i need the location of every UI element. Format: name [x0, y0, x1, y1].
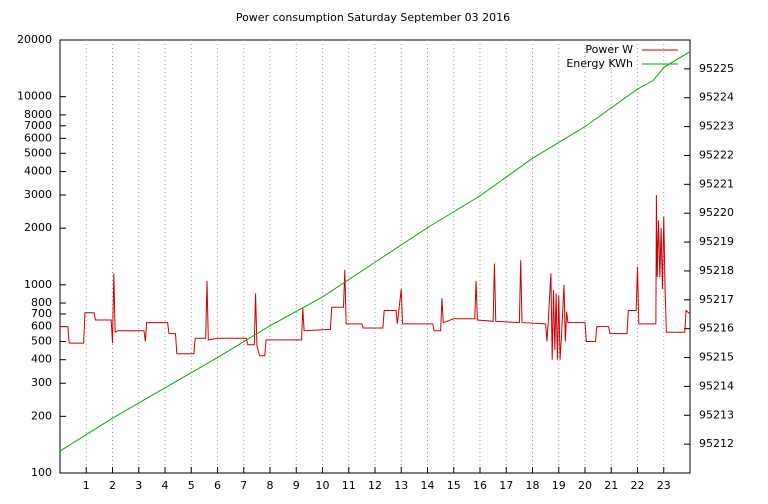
- x-tick-label: 4: [162, 479, 169, 492]
- x-tick-label: 15: [447, 479, 461, 492]
- y-tick-label: 600: [31, 320, 52, 333]
- y-tick-label: 10000: [17, 90, 52, 103]
- y-tick-label: 200: [31, 409, 52, 422]
- y-tick-label: 100: [31, 466, 52, 479]
- y-tick-label: 5000: [24, 146, 52, 159]
- x-tick-label: 20: [578, 479, 592, 492]
- y2-tick-label: 95224: [699, 91, 734, 104]
- y-tick-label: 4000: [24, 165, 52, 178]
- x-tick-label: 19: [552, 479, 566, 492]
- y-tick-label: 500: [31, 334, 52, 347]
- y-tick-label: 6000: [24, 131, 52, 144]
- x-tick-label: 11: [342, 479, 356, 492]
- x-tick-label: 14: [421, 479, 435, 492]
- y-tick-label: 20000: [17, 33, 52, 46]
- x-tick-label: 17: [499, 479, 513, 492]
- legend-label: Energy KWh: [566, 57, 633, 70]
- y2-tick-label: 95225: [699, 62, 734, 75]
- series-line: [60, 195, 691, 360]
- y2-tick-label: 95213: [699, 408, 734, 421]
- x-tick-label: 9: [293, 479, 300, 492]
- y2-tick-label: 95220: [699, 206, 734, 219]
- x-tick-label: 3: [135, 479, 142, 492]
- y2-tick-label: 95214: [699, 379, 734, 392]
- x-tick-label: 12: [368, 479, 382, 492]
- y2-tick-label: 95218: [699, 264, 734, 277]
- x-tick-label: 7: [240, 479, 247, 492]
- chart-title: Power consumption Saturday September 03 …: [236, 11, 510, 24]
- y2-tick-label: 95222: [699, 148, 734, 161]
- series-line: [59, 51, 691, 452]
- y-tick-label: 2000: [24, 221, 52, 234]
- y-tick-label: 1000: [24, 278, 52, 291]
- y2-tick-label: 95223: [699, 120, 734, 133]
- y2-tick-label: 95215: [699, 351, 734, 364]
- x-tick-label: 16: [473, 479, 487, 492]
- x-tick-label: 8: [267, 479, 274, 492]
- x-tick-label: 18: [526, 479, 540, 492]
- y2-tick-label: 95221: [699, 177, 734, 190]
- x-tick-label: 10: [316, 479, 330, 492]
- x-tick-label: 2: [109, 479, 116, 492]
- x-tick-label: 6: [214, 479, 221, 492]
- y2-tick-label: 95212: [699, 437, 734, 450]
- x-tick-label: 23: [657, 479, 671, 492]
- y-tick-label: 400: [31, 353, 52, 366]
- y-tick-label: 700: [31, 307, 52, 320]
- y-tick-label: 300: [31, 376, 52, 389]
- y2-tick-label: 95217: [699, 293, 734, 306]
- x-tick-label: 22: [631, 479, 645, 492]
- x-tick-label: 21: [604, 479, 618, 492]
- y-tick-label: 8000: [24, 108, 52, 121]
- legend-label: Power W: [585, 43, 633, 56]
- y2-tick-label: 95219: [699, 235, 734, 248]
- y-tick-label: 7000: [24, 119, 52, 132]
- x-tick-label: 1: [83, 479, 90, 492]
- x-tick-label: 13: [394, 479, 408, 492]
- x-tick-label: 5: [188, 479, 195, 492]
- y-tick-label: 3000: [24, 188, 52, 201]
- y-tick-label: 800: [31, 296, 52, 309]
- y2-tick-label: 95216: [699, 322, 734, 335]
